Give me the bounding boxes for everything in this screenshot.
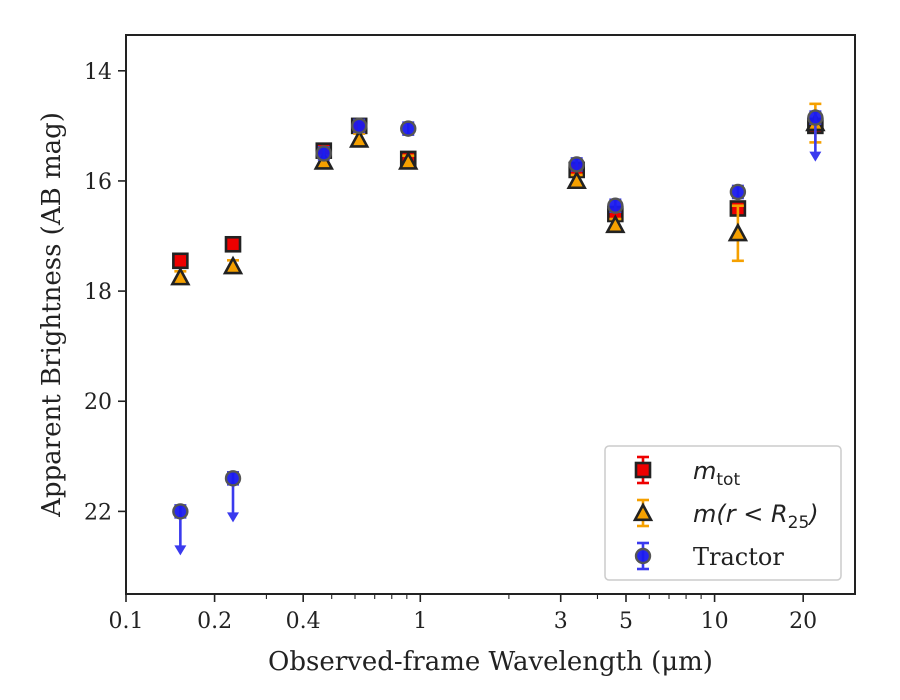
- upper-limit-arrowhead: [809, 151, 822, 162]
- circle-marker: [315, 145, 332, 162]
- data-point: [566, 170, 587, 190]
- x-axis-label: Observed-frame Wavelength (μm): [268, 647, 713, 677]
- triangle-marker: [566, 170, 587, 190]
- x-tick-label: 3: [554, 609, 568, 634]
- x-tick-label: 1: [413, 609, 427, 634]
- data-point: [172, 252, 189, 270]
- square-marker: [224, 235, 242, 253]
- y-tick-label: 16: [84, 170, 112, 195]
- plot-frame: [125, 34, 856, 595]
- legend-label: Tractor: [693, 543, 784, 571]
- data-point: [224, 235, 242, 253]
- legend-triangle-marker: [632, 502, 654, 522]
- data-point: [170, 266, 191, 286]
- legend-square-marker: [634, 461, 652, 479]
- y-axis-label: Apparent Brightness (AB mag): [37, 112, 67, 518]
- square-marker: [172, 252, 189, 270]
- data-point: [807, 109, 824, 162]
- data-point: [605, 214, 626, 234]
- legend-label: m(r < R25): [693, 500, 819, 533]
- upper-limit-arrowhead: [174, 545, 187, 556]
- legend-label-main: m(r < R: [693, 500, 788, 528]
- legend-entry: mtot: [634, 455, 740, 490]
- y-tick-label: 20: [84, 390, 112, 415]
- data-point: [400, 120, 417, 137]
- data-point: [349, 128, 370, 148]
- legend: mtot m(r < R25) Tractor: [604, 445, 842, 581]
- circle-marker: [807, 109, 824, 126]
- marks-layer: [170, 102, 826, 556]
- data-point: [315, 145, 332, 162]
- legend-entry: Tractor: [634, 541, 784, 571]
- y-tick-label: 22: [84, 500, 112, 525]
- labels-layer: 0.1 0.2 0.4 1 3 5 10 20 14 16 18 20 22 Observed-frame…: [37, 60, 817, 677]
- data-point: [172, 503, 189, 556]
- circle-marker: [224, 470, 242, 487]
- legend-circle-marker: [634, 547, 652, 565]
- circle-marker: [172, 503, 189, 520]
- y-tick-label: 18: [84, 280, 112, 305]
- x-tick-label: 10: [701, 609, 729, 634]
- upper-limit-arrowhead: [227, 512, 240, 523]
- triangle-marker: [398, 150, 419, 170]
- y-tick-label: 14: [84, 60, 112, 85]
- triangle-marker: [222, 255, 244, 275]
- x-tick-label: 20: [789, 609, 817, 634]
- triangle-marker: [727, 222, 749, 242]
- circle-marker: [350, 117, 368, 135]
- circle-marker: [568, 156, 585, 173]
- data-point: [222, 255, 244, 275]
- legend-entry: m(r < R25): [632, 498, 819, 533]
- legend-label: mtot: [693, 457, 740, 490]
- data-point: [727, 204, 749, 263]
- legend-label-subscript: 25: [788, 513, 810, 533]
- x-tick-label: 0.1: [109, 609, 144, 634]
- data-point: [607, 197, 624, 214]
- triangle-marker: [605, 214, 626, 234]
- legend-box: [604, 445, 842, 581]
- circle-marker: [400, 120, 417, 137]
- circle-marker: [607, 197, 624, 214]
- legend-label-subscript: tot: [716, 470, 740, 490]
- circle-marker: [729, 183, 747, 201]
- data-point: [224, 470, 242, 523]
- legend-label-tail: ): [807, 500, 818, 528]
- data-point: [729, 183, 747, 201]
- legend-label-main: m: [693, 457, 716, 485]
- data-point: [398, 150, 419, 170]
- data-point: [350, 117, 368, 135]
- x-tick-label: 0.4: [286, 609, 321, 634]
- triangle-marker: [170, 266, 191, 286]
- x-tick-label: 5: [619, 609, 633, 634]
- triangle-marker: [349, 128, 370, 148]
- data-point: [568, 156, 585, 173]
- x-tick-label: 0.2: [197, 609, 232, 634]
